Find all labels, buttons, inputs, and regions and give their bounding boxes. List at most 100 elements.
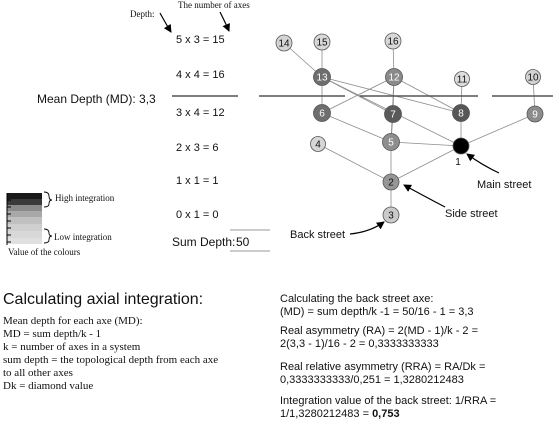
node-circle-5 — [382, 133, 400, 151]
node-2: 2 — [382, 173, 400, 191]
level-3-label: 3 x 4 = 12 — [176, 107, 225, 119]
node-label-6: 6 — [319, 109, 325, 120]
integration-result: 0,753 — [372, 408, 400, 420]
side-street-label: Side street — [445, 208, 498, 220]
sum-depth-label: Sum Depth: — [172, 235, 236, 249]
node-16: 16 — [384, 32, 402, 50]
node-label-8: 8 — [458, 109, 464, 120]
rra-line-1: Real relative asymmetry (RRA) = RA/Dk = — [280, 361, 486, 373]
node-circle-7 — [384, 105, 402, 123]
node-circle-14 — [275, 34, 293, 52]
node-13: 13 — [313, 68, 331, 86]
level-0-label: 0 x 1 = 0 — [176, 209, 219, 221]
node-circle-16 — [384, 32, 402, 50]
edge-8-12 — [393, 76, 462, 114]
number-of-axes-arrow — [219, 11, 230, 32]
node-15: 15 — [313, 33, 331, 51]
node-3: 3 — [382, 206, 400, 224]
node-4: 4 — [310, 136, 326, 152]
edge-1-5 — [390, 141, 462, 147]
number-of-axes-label: The number of axes — [178, 0, 250, 10]
node-label-15: 15 — [316, 38, 328, 49]
node-circle-15 — [313, 33, 331, 51]
ra-line-2: 2(3,3 - 1)/16 - 2 = 0,3333333333 — [280, 338, 439, 350]
low-brace — [43, 228, 53, 244]
edge-2-4 — [317, 143, 392, 183]
node-label-16: 16 — [387, 37, 399, 48]
node-label-10: 10 — [527, 73, 539, 84]
node-circle-2 — [382, 173, 400, 191]
legend-high-label: High integration — [55, 193, 115, 203]
explanation-line-6: Dk = diamond value — [3, 380, 94, 392]
colour-legend — [6, 191, 53, 245]
sum-depth-value: 50 — [236, 235, 250, 249]
level-5-label: 5 x 3 = 15 — [176, 34, 225, 46]
node-6: 6 — [313, 104, 331, 122]
node-label-2: 2 — [388, 178, 394, 189]
explanation-line-3: k = number of axes in a system — [3, 341, 141, 353]
integration-line-2: 1/1,3280212483 = 0,753 — [280, 408, 400, 421]
node-circle-12 — [385, 68, 403, 86]
node-circle-11 — [454, 71, 470, 87]
node-label-7: 7 — [390, 110, 396, 121]
node-5: 5 — [382, 133, 400, 151]
edge-6-12 — [321, 76, 395, 114]
main-street-label: Main street — [477, 179, 532, 191]
node-label-13: 13 — [316, 73, 328, 84]
level-1-label: 1 x 1 = 1 — [176, 175, 219, 187]
legend-caption: Value of the colours — [8, 247, 81, 257]
node-label-12: 12 — [388, 73, 400, 84]
depth-arrow — [159, 12, 172, 33]
node-9: 9 — [526, 105, 544, 123]
node-circle-8 — [452, 104, 470, 122]
node-12: 12 — [385, 68, 403, 86]
edge-2-1 — [390, 145, 462, 183]
node-label-4: 4 — [315, 140, 321, 151]
node-circle-3 — [382, 206, 400, 224]
level-2-label: 2 x 3 = 6 — [176, 142, 219, 154]
calc-line-2: (MD) = sum depth/k -1 = 50/16 - 1 = 3,3 — [280, 306, 474, 318]
node-11: 11 — [454, 71, 470, 87]
node-10: 10 — [525, 69, 541, 85]
side-street-arrow — [403, 184, 446, 208]
explanation-line-5: to all other axes — [3, 367, 73, 379]
explanation-line-2: MD = sum depth/k - 1 — [3, 328, 102, 340]
mean-depth-label: Mean Depth (MD): 3,3 — [37, 92, 156, 106]
node-8: 8 — [452, 104, 470, 122]
explanation-line-1: Mean depth for each axe (MD): — [3, 315, 143, 327]
edge-5-6 — [321, 112, 392, 143]
level-4-label: 4 x 4 = 16 — [176, 69, 225, 81]
back-street-arrow — [349, 221, 385, 235]
depth-label: Depth: — [130, 9, 155, 19]
rra-line-2: 0,3333333333/0,251 = 1,3280212483 — [280, 374, 464, 386]
node-label-3: 3 — [388, 211, 394, 222]
section-heading: Calculating axial integration: — [3, 291, 204, 308]
node-circle-13 — [313, 68, 331, 86]
node-label-5: 5 — [388, 138, 394, 149]
node-circle-10 — [525, 69, 541, 85]
node-label-1: 1 — [455, 157, 461, 168]
explanation-line-4: sum depth = the topological depth from e… — [3, 354, 219, 366]
node-label-9: 9 — [532, 110, 538, 121]
edge-1-9 — [460, 113, 536, 147]
ra-line-1: Real asymmetry (RA) = 2(MD - 1)/k - 2 = — [280, 325, 479, 337]
high-brace — [43, 191, 53, 208]
node-circle-6 — [313, 104, 331, 122]
node-circle-9 — [526, 105, 544, 123]
node-14: 14 — [275, 34, 293, 52]
node-label-11: 11 — [457, 75, 468, 86]
annotation-arrows — [159, 11, 500, 235]
node-circle-4 — [310, 136, 326, 152]
node-circle-1 — [452, 137, 470, 155]
main-street-arrow — [466, 153, 500, 174]
integration-line-1: Integration value of the back street: 1/… — [280, 395, 497, 407]
integration-formula: 1/1,3280212483 = — [280, 408, 373, 420]
node-label-14: 14 — [278, 39, 290, 50]
back-street-label: Back street — [290, 229, 346, 241]
legend-low-label: Low integration — [54, 232, 112, 242]
node-1: 1 — [452, 137, 470, 168]
calc-line-1: Calculating the back street axe: — [280, 293, 434, 305]
edge-8-13 — [321, 76, 462, 114]
